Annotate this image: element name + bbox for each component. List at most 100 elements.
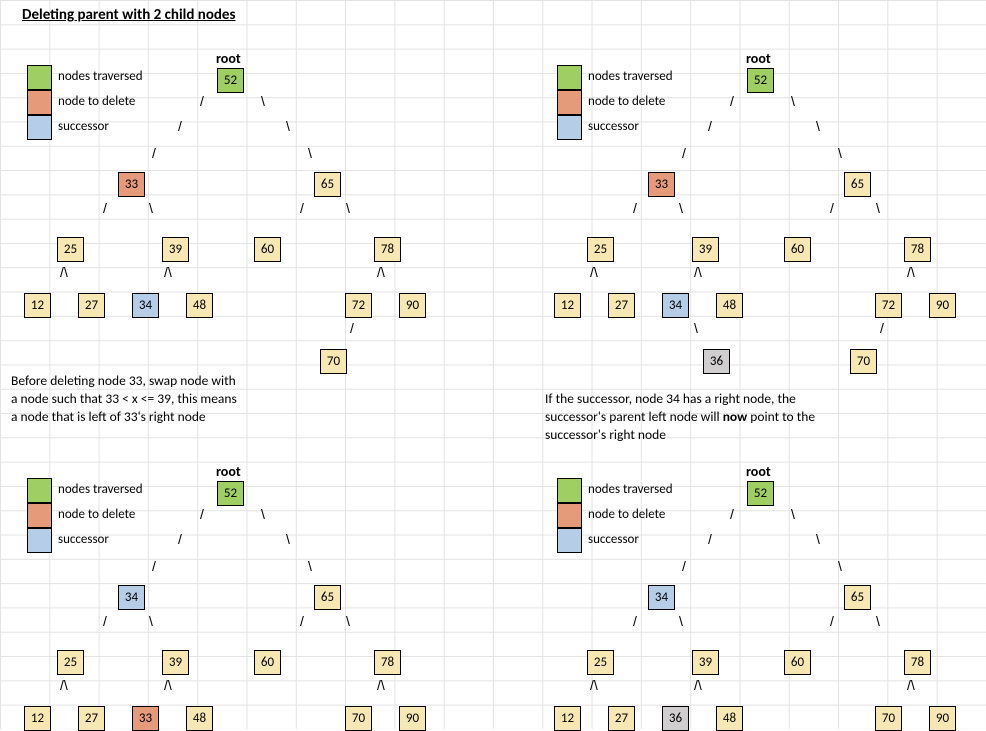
tree-node: 48: [716, 706, 743, 731]
root-label: root: [746, 463, 771, 480]
legend-label: nodes traversed: [58, 482, 143, 497]
root-label: root: [746, 50, 771, 67]
tree-edge: \: [816, 118, 820, 134]
tree-edge: \: [261, 93, 265, 109]
tree-edge: /: [730, 93, 734, 109]
tree-edge: /\: [377, 677, 385, 693]
tree-node: 78: [374, 650, 401, 675]
tree-edge: \: [149, 200, 153, 216]
tree-edge: \: [346, 200, 350, 216]
tree-edge: /: [682, 145, 686, 161]
tree-edge: /\: [907, 677, 915, 693]
tree-node: 12: [554, 293, 581, 318]
tree-edge: /\: [694, 264, 702, 280]
tree-edge: \: [679, 613, 683, 629]
tree-node: 78: [904, 237, 931, 262]
tree-node: 39: [162, 237, 189, 262]
legend-label: node to delete: [588, 94, 665, 109]
tree-edge: /: [708, 531, 712, 547]
tree-node: 70: [320, 349, 347, 374]
caption-2-bold: now: [723, 408, 748, 425]
tree-node: 34: [648, 585, 675, 610]
tree-node: 48: [186, 293, 213, 318]
root-label: root: [216, 463, 241, 480]
tree-edge: /: [178, 531, 182, 547]
tree-node: 72: [345, 293, 372, 318]
legend-swatch: [557, 90, 582, 115]
caption-2: If the successor, node 34 has a right no…: [545, 390, 965, 445]
legend-label: nodes traversed: [588, 69, 673, 84]
legend-swatch: [557, 65, 582, 90]
tree-node: 25: [57, 650, 84, 675]
tree-edge: /\: [590, 264, 598, 280]
tree-edge: /\: [60, 677, 68, 693]
tree-edge: \: [679, 200, 683, 216]
tree-edge: /\: [907, 264, 915, 280]
legend-swatch: [557, 115, 582, 140]
tree-edge: /\: [60, 264, 68, 280]
tree-edge: /: [708, 118, 712, 134]
legend-swatch: [27, 478, 52, 503]
tree-edge: \: [286, 118, 290, 134]
tree-node: 27: [608, 293, 635, 318]
tree-node: 27: [78, 706, 105, 731]
tree-edge: \: [791, 506, 795, 522]
tree-edge: \: [694, 320, 698, 336]
tree-edge: \: [838, 558, 842, 574]
tree-node: 39: [692, 237, 719, 262]
tree-edge: /: [830, 200, 834, 216]
tree-edge: /\: [377, 264, 385, 280]
tree-node: 52: [747, 481, 774, 506]
legend-label: node to delete: [58, 94, 135, 109]
legend-swatch: [27, 90, 52, 115]
legend-label: successor: [58, 119, 109, 134]
tree-node: 65: [314, 585, 341, 610]
tree-node: 90: [399, 706, 426, 731]
tree-edge: /: [152, 558, 156, 574]
tree-node: 90: [929, 706, 956, 731]
tree-node: 33: [132, 706, 159, 731]
tree-node: 72: [875, 293, 902, 318]
legend-label: successor: [588, 119, 639, 134]
tree-edge: /: [682, 558, 686, 574]
tree-node: 52: [217, 68, 244, 93]
page-title: Deleting parent with 2 child nodes: [22, 6, 235, 24]
tree-edge: /: [300, 200, 304, 216]
tree-edge: \: [876, 200, 880, 216]
tree-node: 78: [374, 237, 401, 262]
tree-edge: \: [346, 613, 350, 629]
tree-edge: \: [149, 613, 153, 629]
legend-label: successor: [588, 532, 639, 547]
tree-edge: /: [633, 200, 637, 216]
tree-node: 78: [904, 650, 931, 675]
tree-edge: /: [200, 506, 204, 522]
tree-edge: \: [876, 613, 880, 629]
tree-edge: /: [300, 613, 304, 629]
tree-node: 33: [648, 172, 675, 197]
tree-edge: /: [350, 320, 354, 336]
tree-node: 36: [662, 706, 689, 731]
legend-swatch: [557, 528, 582, 553]
tree-node: 39: [162, 650, 189, 675]
legend-swatch: [557, 503, 582, 528]
caption-1: Before deleting node 33, swap node with …: [11, 372, 371, 427]
tree-edge: /: [103, 613, 107, 629]
tree-node: 34: [662, 293, 689, 318]
tree-edge: /\: [164, 264, 172, 280]
diagram-layer: Deleting parent with 2 child nodes nodes …: [0, 0, 986, 729]
legend-label: node to delete: [588, 507, 665, 522]
legend-label: nodes traversed: [588, 482, 673, 497]
tree-node: 52: [747, 68, 774, 93]
tree-node: 65: [844, 172, 871, 197]
tree-node: 60: [784, 650, 811, 675]
root-label: root: [216, 50, 241, 67]
tree-edge: \: [816, 531, 820, 547]
tree-node: 90: [929, 293, 956, 318]
tree-node: 27: [608, 706, 635, 731]
legend-label: node to delete: [58, 507, 135, 522]
tree-node: 90: [399, 293, 426, 318]
legend-swatch: [557, 478, 582, 503]
legend-swatch: [27, 65, 52, 90]
tree-node: 48: [716, 293, 743, 318]
tree-edge: /: [830, 613, 834, 629]
